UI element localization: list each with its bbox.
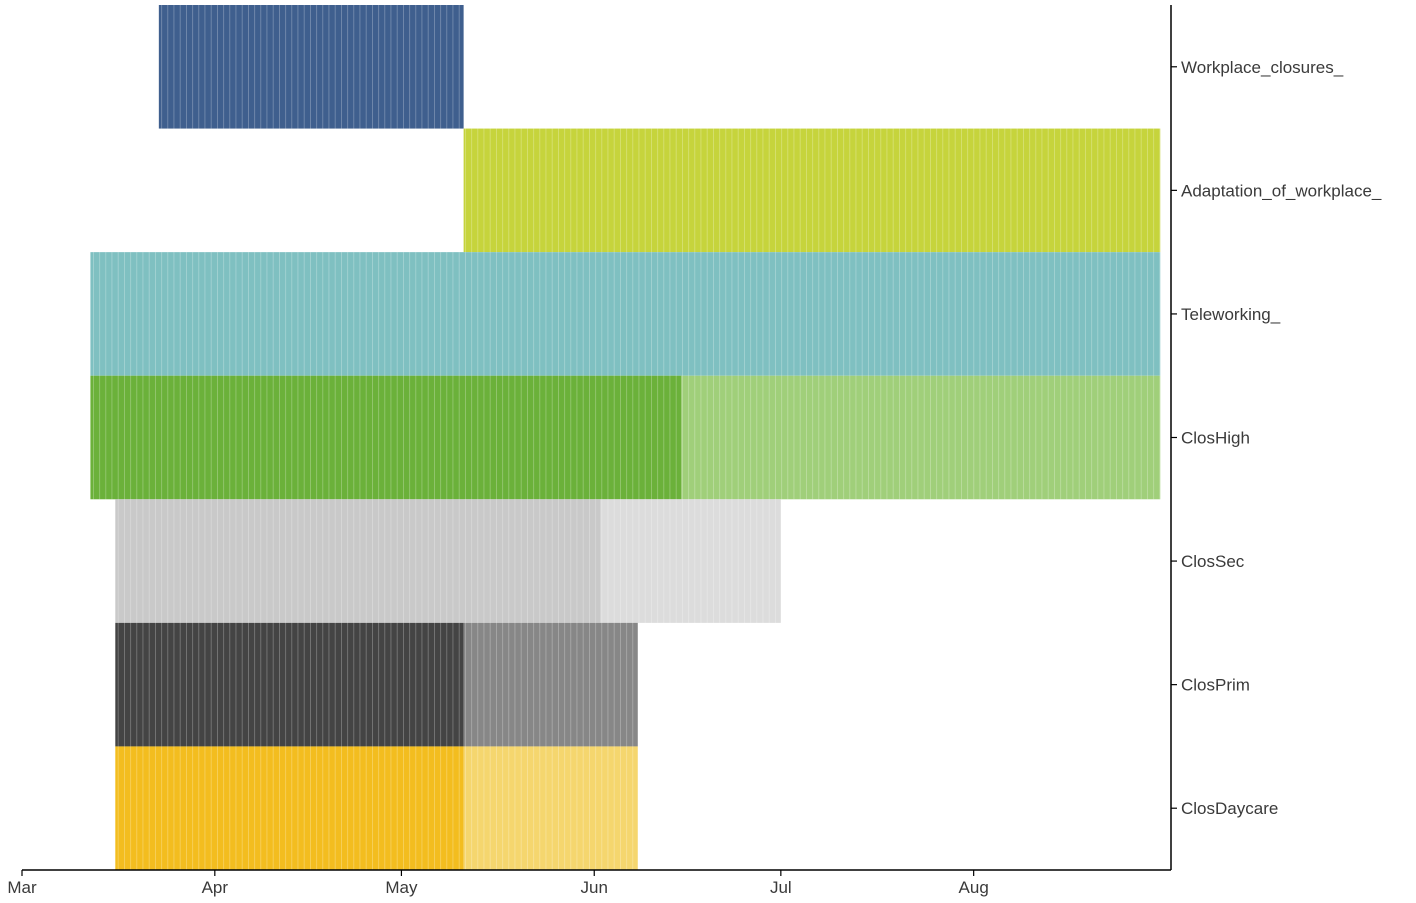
x-axis-ticks: Mar Apr May Jun Jul Aug bbox=[7, 870, 989, 897]
y-tick-label-3: Teleworking_ bbox=[1181, 305, 1281, 324]
bar-stripes-4-2 bbox=[681, 375, 1161, 500]
x-tick-label-apr: Apr bbox=[202, 878, 229, 897]
x-tick-label-mar: Mar bbox=[7, 878, 37, 897]
y-tick-label-2: Adaptation_of_workplace_ bbox=[1181, 181, 1382, 200]
x-tick-label-jun: Jun bbox=[581, 878, 608, 897]
stripes-layer bbox=[90, 5, 1161, 870]
bar-stripes-4-1 bbox=[90, 375, 682, 500]
bar-stripes-5-1 bbox=[115, 499, 601, 623]
y-axis-ticks: Workplace_closures_ Adaptation_of_workpla… bbox=[1171, 58, 1382, 818]
bar-stripes-3-1 bbox=[90, 252, 1161, 376]
y-tick-label-5: ClosSec bbox=[1181, 552, 1245, 571]
bar-stripes-6-1 bbox=[115, 622, 464, 747]
bar-stripes-7-1 bbox=[115, 746, 464, 870]
y-tick-label-6: ClosPrim bbox=[1181, 676, 1250, 695]
bar-stripes-1-1 bbox=[158, 5, 464, 129]
x-tick-label-aug: Aug bbox=[959, 878, 989, 897]
bar-stripes-6-2 bbox=[463, 622, 638, 747]
x-tick-label-may: May bbox=[385, 878, 418, 897]
bar-stripes-7-2 bbox=[463, 746, 638, 870]
y-tick-label-4: ClosHigh bbox=[1181, 429, 1250, 448]
y-tick-label-1: Workplace_closures_ bbox=[1181, 58, 1344, 77]
bar-stripes-2-1 bbox=[463, 128, 1161, 253]
x-tick-label-jul: Jul bbox=[770, 878, 792, 897]
y-tick-label-7: ClosDaycare bbox=[1181, 799, 1278, 818]
bar-stripes-5-2 bbox=[600, 499, 781, 623]
